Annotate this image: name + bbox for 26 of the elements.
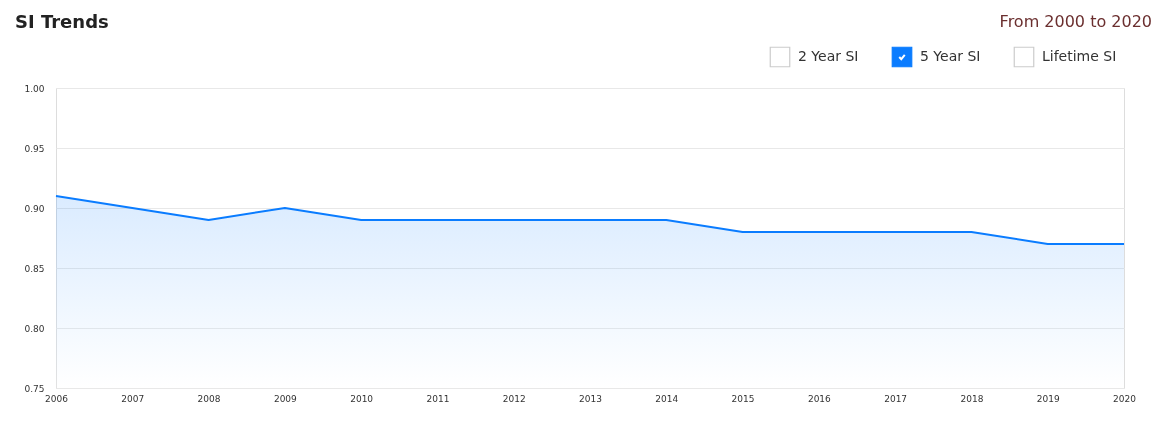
legend-label: Lifetime SI — [1042, 48, 1117, 64]
y-tick-label: 0.75 — [24, 383, 45, 394]
x-tick-label: 2006 — [45, 393, 69, 404]
x-tick-label: 2016 — [807, 393, 832, 404]
x-tick-label: 2020 — [1113, 393, 1137, 404]
chart-subtitle: From 2000 to 2020 — [999, 12, 1152, 31]
chart-title: SI Trends — [15, 11, 109, 32]
y-tick-label: 0.85 — [24, 263, 45, 274]
x-tick-label: 2009 — [273, 393, 298, 404]
x-tick-label: 2008 — [197, 393, 221, 404]
x-tick-label: 2013 — [579, 393, 602, 404]
x-tick-label: 2019 — [1036, 393, 1060, 404]
y-tick-label: 0.95 — [24, 143, 45, 154]
y-tick-label: 0.90 — [24, 203, 45, 214]
x-tick-label: 2007 — [121, 393, 145, 404]
x-tick-label: 2012 — [502, 393, 526, 404]
x-tick-label: 2015 — [731, 393, 755, 404]
x-tick-label: 2010 — [350, 393, 374, 404]
x-tick-label: 2018 — [960, 393, 984, 404]
y-tick-label: 0.80 — [24, 323, 45, 334]
x-tick-label: 2011 — [426, 393, 450, 404]
legend-label: 2 Year SI — [798, 48, 859, 64]
x-tick-label: 2017 — [884, 393, 908, 404]
y-tick-label: 1.00 — [24, 83, 45, 94]
x-tick-label: 2014 — [655, 393, 679, 404]
legend-label: 5 Year SI — [920, 48, 981, 64]
